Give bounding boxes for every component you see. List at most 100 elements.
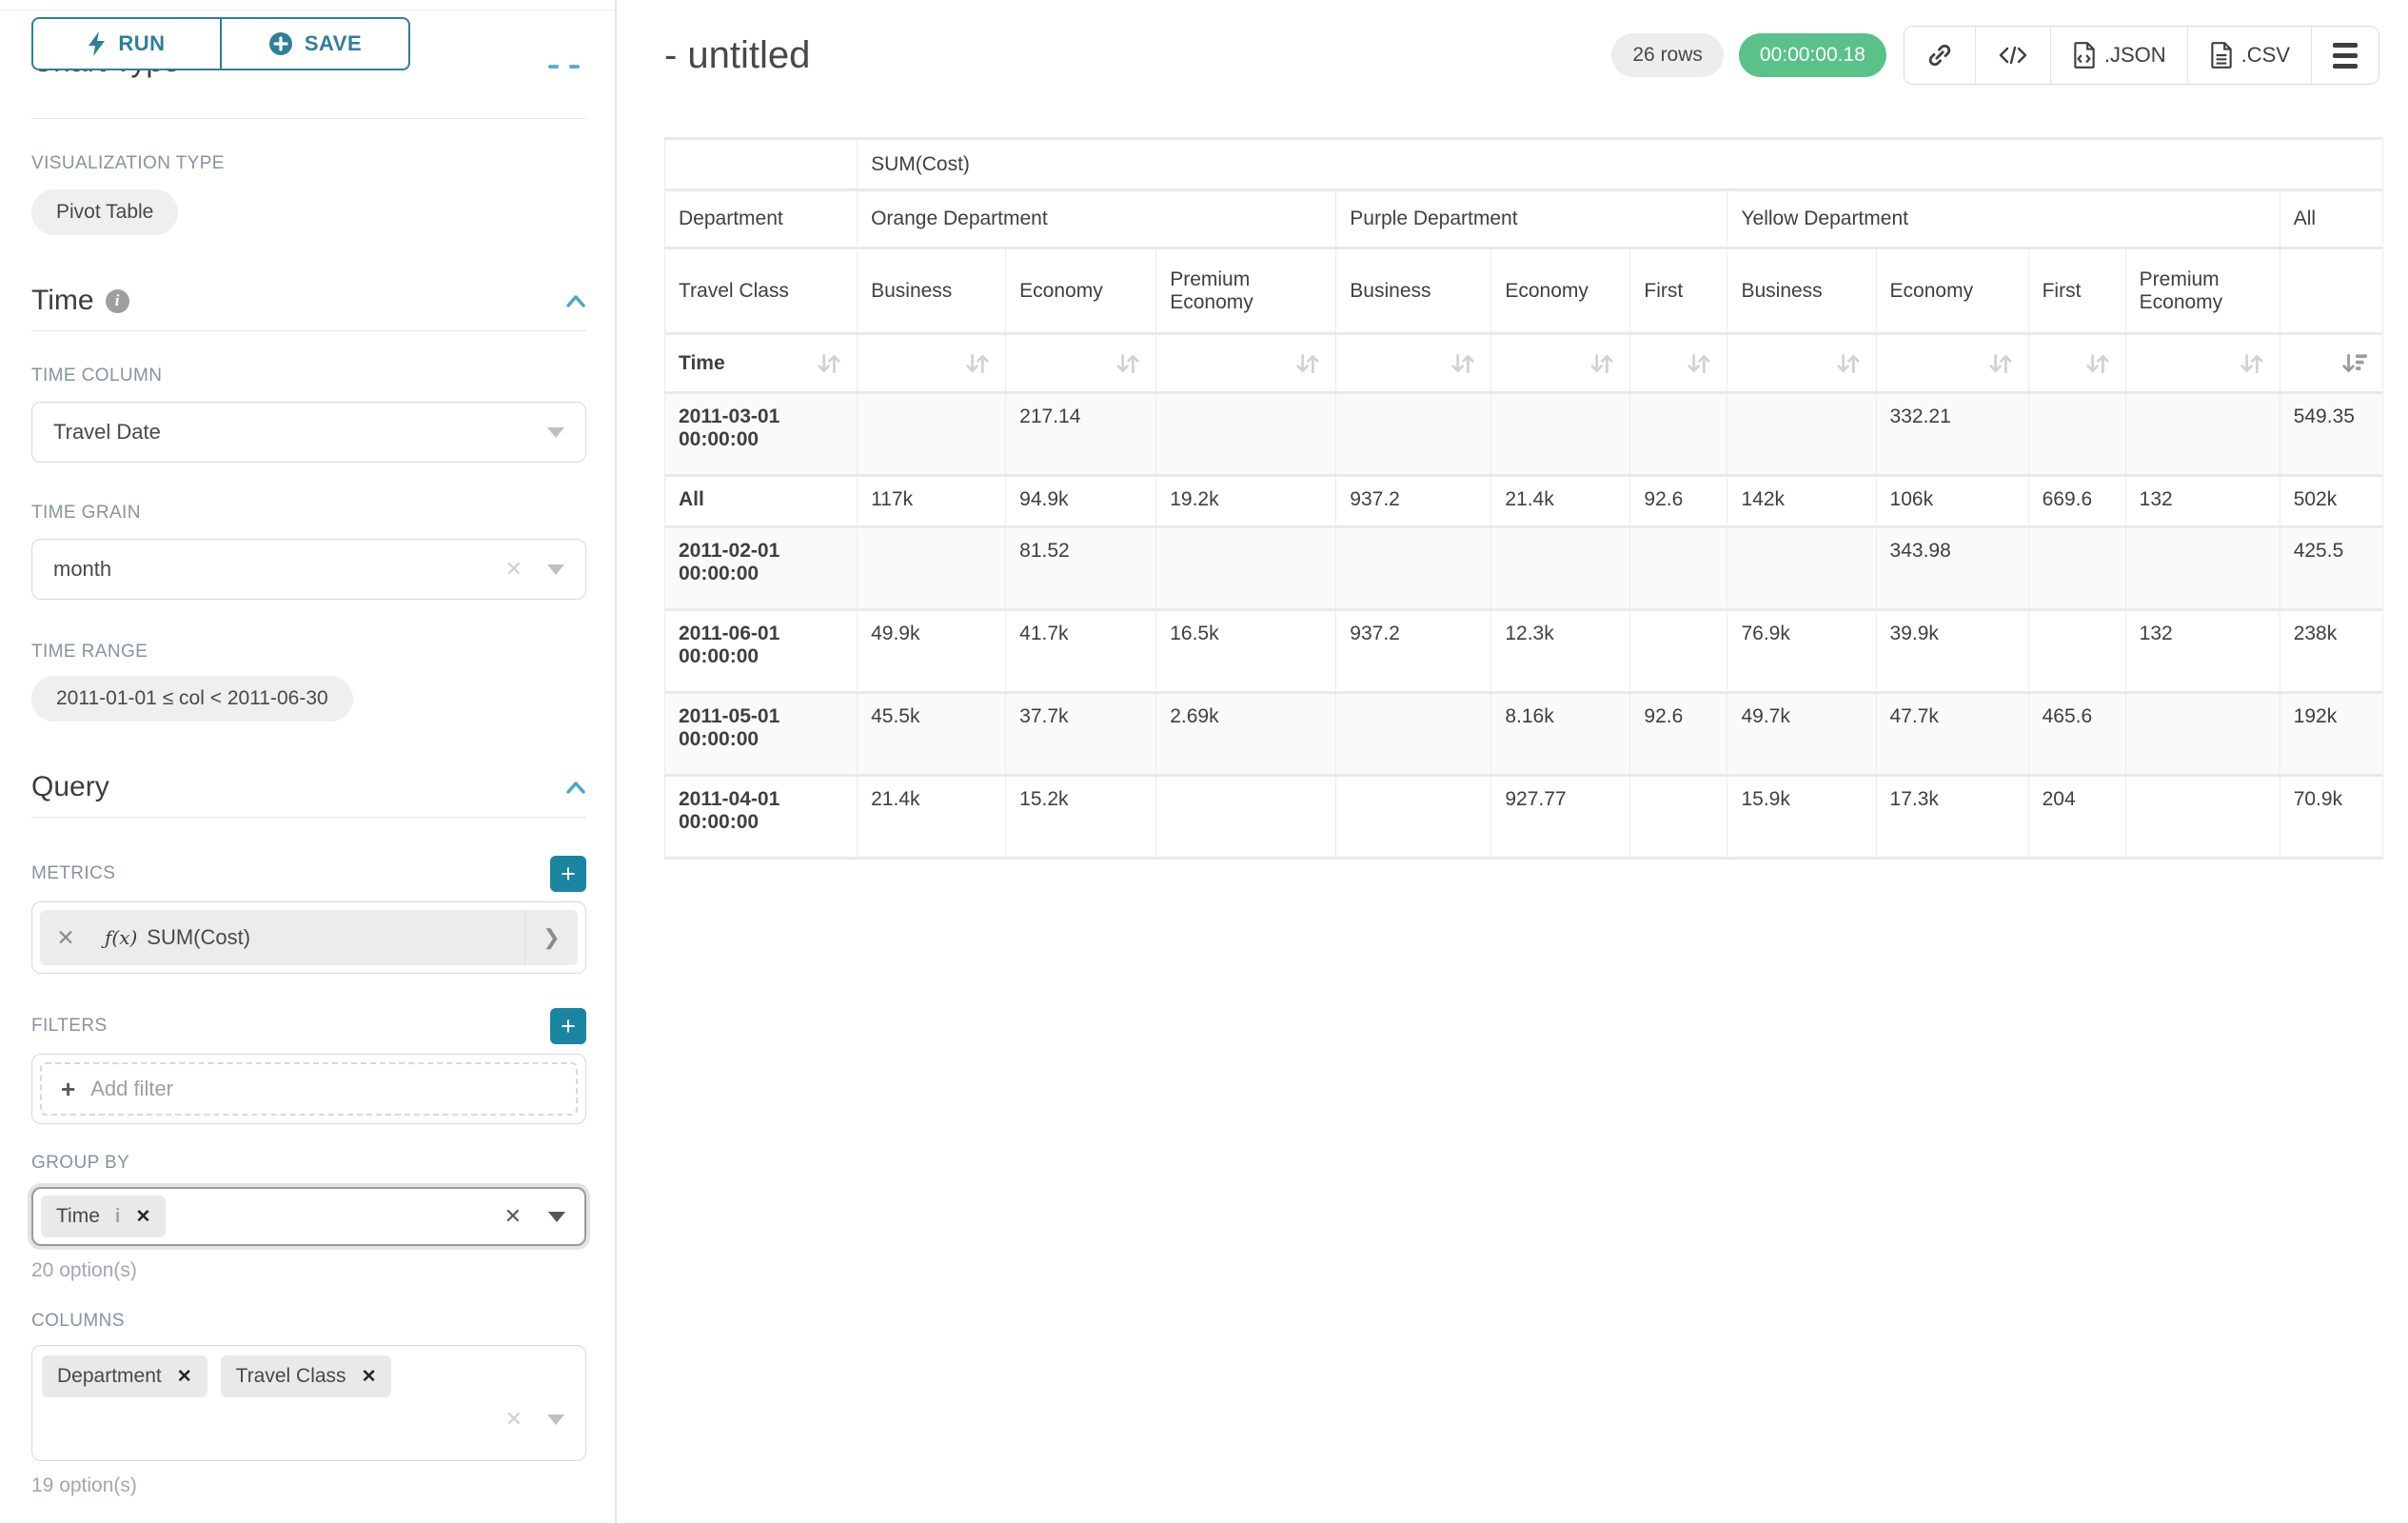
columns-chip-travel-class[interactable]: Travel Class ✕ xyxy=(220,1355,392,1397)
cell: 502k xyxy=(2279,474,2384,527)
cell: 81.52 xyxy=(1005,525,1157,610)
cell: 49.9k xyxy=(857,608,1007,693)
chevron-down-icon xyxy=(548,1211,565,1222)
run-button-label: RUN xyxy=(118,31,166,55)
cell: 937.2 xyxy=(1335,608,1492,693)
time-grain-select[interactable]: month ✕ xyxy=(31,539,586,600)
row-header-time: 2011-02-01 00:00:00 xyxy=(663,525,859,610)
add-filter-button[interactable]: + Add filter xyxy=(40,1062,578,1116)
clear-icon[interactable]: ✕ xyxy=(504,557,523,581)
time-header-label: Time xyxy=(679,351,725,374)
travel-class-header: Business xyxy=(857,247,1007,334)
cell: 937.2 xyxy=(1335,474,1492,527)
export-json-button[interactable]: .JSON xyxy=(2049,27,2187,84)
time-range-value[interactable]: 2011-01-01 ≤ col < 2011-06-30 xyxy=(31,676,353,722)
remove-chip-icon[interactable]: ✕ xyxy=(361,1366,377,1387)
column-sort-header[interactable] xyxy=(1875,332,2029,393)
chevron-right-icon[interactable]: ❯ xyxy=(524,910,578,965)
chevron-up-icon[interactable] xyxy=(565,780,586,795)
column-sort-header[interactable] xyxy=(1155,332,1337,393)
cell: 8.16k xyxy=(1490,691,1631,776)
cell: 2.69k xyxy=(1155,691,1337,776)
column-sort-header[interactable] xyxy=(1005,332,1157,393)
metrics-container: ✕ ƒ(x) SUM(Cost) ❯ xyxy=(31,901,586,974)
export-csv-button[interactable]: .CSV xyxy=(2186,27,2311,84)
time-sort-header[interactable]: Time xyxy=(663,332,859,393)
cell xyxy=(1629,608,1728,693)
row-header-time: All xyxy=(663,474,859,527)
add-filter-plus-button[interactable]: + xyxy=(550,1008,586,1044)
time-grain-label: TIME GRAIN xyxy=(31,503,141,523)
sort-icon xyxy=(2240,353,2263,373)
column-sort-header[interactable] xyxy=(2124,332,2280,393)
cell xyxy=(1629,774,1728,860)
time-grain-value: month xyxy=(53,557,112,581)
corner-cell xyxy=(663,137,859,190)
cell xyxy=(857,525,1007,610)
column-sort-header[interactable] xyxy=(1727,332,1877,393)
column-sort-header[interactable] xyxy=(857,332,1007,393)
department-dimension-header: Department xyxy=(663,188,859,248)
cell: 106k xyxy=(1875,474,2029,527)
group-by-chip[interactable]: Time i ✕ xyxy=(41,1196,167,1237)
metric-chip[interactable]: ✕ ƒ(x) SUM(Cost) ❯ xyxy=(40,910,578,965)
clear-icon[interactable]: ✕ xyxy=(503,1204,522,1228)
add-filter-label: Add filter xyxy=(90,1077,174,1100)
columns-chip-department[interactable]: Department ✕ xyxy=(42,1355,207,1397)
share-link-button[interactable] xyxy=(1904,27,1975,84)
cell xyxy=(1155,391,1337,476)
plus-circle-icon xyxy=(268,32,292,55)
sort-icon xyxy=(2086,353,2109,373)
time-range-label: TIME RANGE xyxy=(31,642,148,662)
all-column-sort-header[interactable] xyxy=(2279,332,2384,393)
save-button-label: SAVE xyxy=(304,31,363,55)
column-sort-header[interactable] xyxy=(1629,332,1728,393)
chevron-up-icon[interactable] xyxy=(565,293,586,308)
group-by-label: GROUP BY xyxy=(31,1153,130,1173)
save-button[interactable]: SAVE xyxy=(220,17,410,70)
cell: 332.21 xyxy=(1875,391,2029,476)
cell xyxy=(2027,608,2126,693)
cell: 15.2k xyxy=(1005,774,1157,860)
clear-icon[interactable]: ✕ xyxy=(504,1407,523,1431)
column-sort-header[interactable] xyxy=(2027,332,2126,393)
travel-class-dimension-header: Travel Class xyxy=(663,247,859,334)
columns-select[interactable]: Department ✕ Travel Class ✕ ✕ xyxy=(31,1345,586,1461)
embed-code-button[interactable] xyxy=(1974,27,2050,84)
cell xyxy=(2124,391,2280,476)
table-row: 2011-03-01 00:00:00 217.14 332.21 549.35 xyxy=(663,391,2384,476)
chart-title[interactable]: - untitled xyxy=(664,33,811,76)
cell: 132 xyxy=(2124,608,2280,693)
control-panel-sidebar: Chart Type RUN SAVE VISUALIZATION TYPE P… xyxy=(0,0,617,1523)
remove-chip-icon[interactable]: ✕ xyxy=(176,1366,192,1387)
time-section-heading[interactable]: Time i xyxy=(31,285,586,317)
chevron-down-icon xyxy=(547,1414,564,1425)
time-column-select[interactable]: Travel Date xyxy=(31,402,586,463)
cell: 15.9k xyxy=(1727,774,1877,860)
columns-chip-label: Travel Class xyxy=(235,1365,346,1387)
group-by-select[interactable]: Time i ✕ ✕ xyxy=(31,1187,586,1246)
cell xyxy=(1335,525,1492,610)
cell xyxy=(2027,525,2126,610)
menu-button[interactable] xyxy=(2311,27,2378,84)
visualization-type-value[interactable]: Pivot Table xyxy=(31,189,179,235)
column-sort-header[interactable] xyxy=(1335,332,1492,393)
cell xyxy=(1727,391,1877,476)
remove-metric-icon[interactable]: ✕ xyxy=(56,924,75,950)
travel-class-header: Business xyxy=(1727,247,1877,334)
info-icon: i xyxy=(114,1205,121,1227)
query-section-heading[interactable]: Query xyxy=(31,771,586,803)
sort-icon xyxy=(1688,353,1711,373)
remove-chip-icon[interactable]: ✕ xyxy=(135,1206,151,1227)
filters-label: FILTERS xyxy=(31,1016,108,1036)
metrics-header-row: METRICS + xyxy=(31,856,586,892)
cell: 217.14 xyxy=(1005,391,1157,476)
chevron-down-icon xyxy=(547,564,564,575)
add-metric-button[interactable]: + xyxy=(550,856,586,892)
column-sort-header[interactable] xyxy=(1490,332,1631,393)
time-column-value: Travel Date xyxy=(53,420,161,444)
travel-class-header: First xyxy=(1629,247,1728,334)
cell: 39.9k xyxy=(1875,608,2029,693)
run-button[interactable]: RUN xyxy=(31,17,222,70)
cell: 16.5k xyxy=(1155,608,1337,693)
